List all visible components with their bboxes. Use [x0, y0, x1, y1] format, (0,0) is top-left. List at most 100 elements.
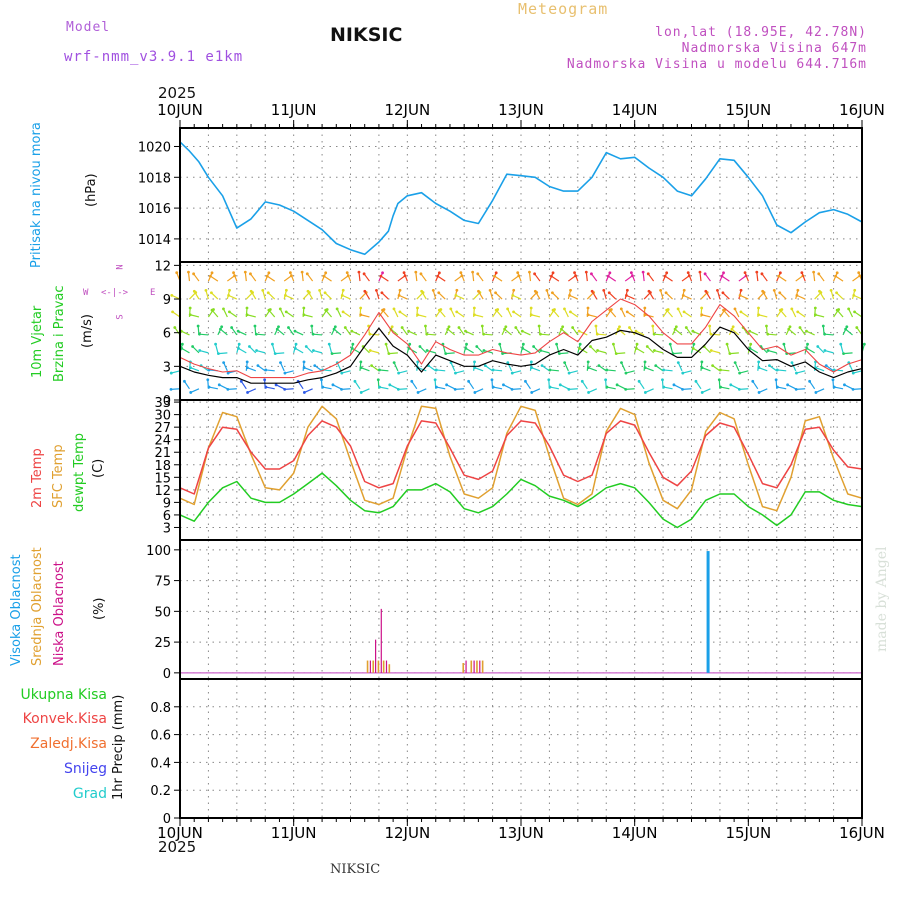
- wind-arrow: [283, 275, 292, 282]
- wind-arrow: [265, 386, 275, 390]
- y-tick-label: 9: [163, 293, 171, 308]
- wind-arrow: [720, 386, 730, 390]
- wind-arrow: [818, 291, 825, 300]
- wind-arrow: [524, 380, 531, 390]
- wind-arrow: [271, 344, 276, 354]
- wind-arrow: [354, 380, 361, 390]
- wind-arrow: [791, 362, 797, 372]
- wind-arrow: [654, 349, 664, 354]
- wind-arrow: [647, 273, 655, 282]
- wind-arrow: [603, 290, 607, 300]
- wind-arrow: [609, 309, 617, 318]
- wind-arrow: [507, 308, 513, 318]
- wind-arrow: [222, 308, 228, 318]
- wind-arrow-head: [490, 378, 494, 382]
- wind-arrow-head: [248, 345, 251, 348]
- wind-arrow-head: [842, 352, 845, 356]
- wind-arrow: [560, 384, 569, 390]
- wind-arrow-head: [333, 325, 337, 329]
- wind-arrow: [187, 272, 191, 282]
- wind-arrow-head: [494, 308, 498, 312]
- wind-arrow-head: [722, 308, 725, 312]
- wind-arrow-head: [274, 383, 278, 387]
- wind-arrow: [700, 292, 708, 300]
- wind-arrow: [287, 327, 295, 336]
- wind-arrow: [796, 388, 806, 391]
- wind-arrow: [262, 290, 266, 300]
- wind-arrow-head: [170, 293, 174, 297]
- wind-arrow: [744, 272, 749, 282]
- wind-arrow: [549, 386, 560, 390]
- wind-arrow-head: [704, 289, 708, 293]
- y-tick-label: 9: [163, 496, 171, 511]
- wind-arrow-head: [794, 388, 798, 391]
- wind-arrow: [779, 309, 787, 318]
- wind-arrow: [590, 346, 598, 354]
- wind-arrow: [617, 328, 626, 336]
- wind-arrow-head: [853, 288, 857, 292]
- wind-arrow: [360, 388, 370, 393]
- wind-arrow-head: [760, 272, 764, 276]
- wind-arrow-head: [350, 346, 354, 350]
- y-tick-label: 15: [154, 471, 171, 486]
- wind-arrow-head: [800, 271, 804, 275]
- wind-arrow-head: [465, 342, 468, 346]
- wind-arrow-head: [436, 274, 440, 278]
- wind-arrow-head: [293, 346, 297, 350]
- y-tick-label: 50: [154, 605, 171, 620]
- wind-arrow: [193, 273, 200, 282]
- wind-arrow: [474, 388, 484, 393]
- wind-arrow-head: [284, 293, 287, 297]
- wind-arrow: [360, 367, 370, 372]
- wind-arrow: [401, 327, 408, 336]
- wind-arrow-head: [586, 360, 590, 364]
- wind-arrow-head: [796, 288, 800, 292]
- station-title: NIKSIC: [330, 24, 403, 46]
- wind-arrow-head: [569, 288, 572, 292]
- wind-arrow: [303, 367, 313, 372]
- wind-arrow: [761, 273, 768, 282]
- wind-arrow-head: [216, 352, 220, 356]
- wind-arrow-head: [376, 378, 380, 382]
- wind-arrow: [256, 333, 266, 336]
- x-day-label-bottom: 12JUN: [384, 824, 430, 842]
- wind-arrow-head: [414, 270, 418, 274]
- wind-arrow: [673, 384, 683, 390]
- compass-w: W: [83, 288, 89, 298]
- wind-arrow-head: [731, 325, 735, 329]
- wind-arrow: [606, 386, 616, 390]
- wind-arrow: [229, 311, 238, 318]
- wind-arrow-head: [563, 361, 567, 365]
- wind-arrow-head: [363, 289, 367, 293]
- wind-arrow-head: [571, 326, 575, 329]
- wind-arrow-head: [755, 270, 759, 274]
- wind-arrow-head: [464, 329, 467, 333]
- wind-arrow: [493, 386, 503, 390]
- wind-arrow-head: [646, 272, 650, 276]
- wind-arrow: [295, 347, 304, 354]
- wind-arrow-head: [790, 307, 794, 311]
- wind-arrow: [664, 275, 673, 282]
- wind-arrow-head: [594, 324, 598, 328]
- wind-arrow-head: [232, 271, 235, 275]
- wind-arrow: [455, 370, 465, 374]
- ticks-layer: 1014101610181020036912369121518212427303…: [138, 101, 885, 842]
- y-tick-label: 18: [154, 459, 171, 474]
- wind-arrow: [815, 388, 825, 393]
- wind-arrow-head: [823, 349, 827, 352]
- wind-arrow: [738, 275, 747, 282]
- wind-arrow-head: [743, 271, 747, 275]
- wind-arrow: [323, 275, 332, 282]
- wind-arrow-head: [311, 332, 315, 336]
- wind-arrow-head: [488, 288, 492, 292]
- wind-arrow: [199, 349, 209, 354]
- wind-arrow-head: [700, 366, 704, 370]
- wind-arrow: [512, 370, 522, 374]
- wind-arrow: [773, 290, 778, 300]
- wind-arrow-head: [692, 342, 696, 346]
- wind-arrow-head: [700, 360, 704, 364]
- wind-arrow-head: [192, 289, 196, 293]
- wind-arrow-head: [757, 313, 760, 317]
- wind-arrow: [285, 311, 295, 318]
- wind-arrow: [608, 292, 617, 300]
